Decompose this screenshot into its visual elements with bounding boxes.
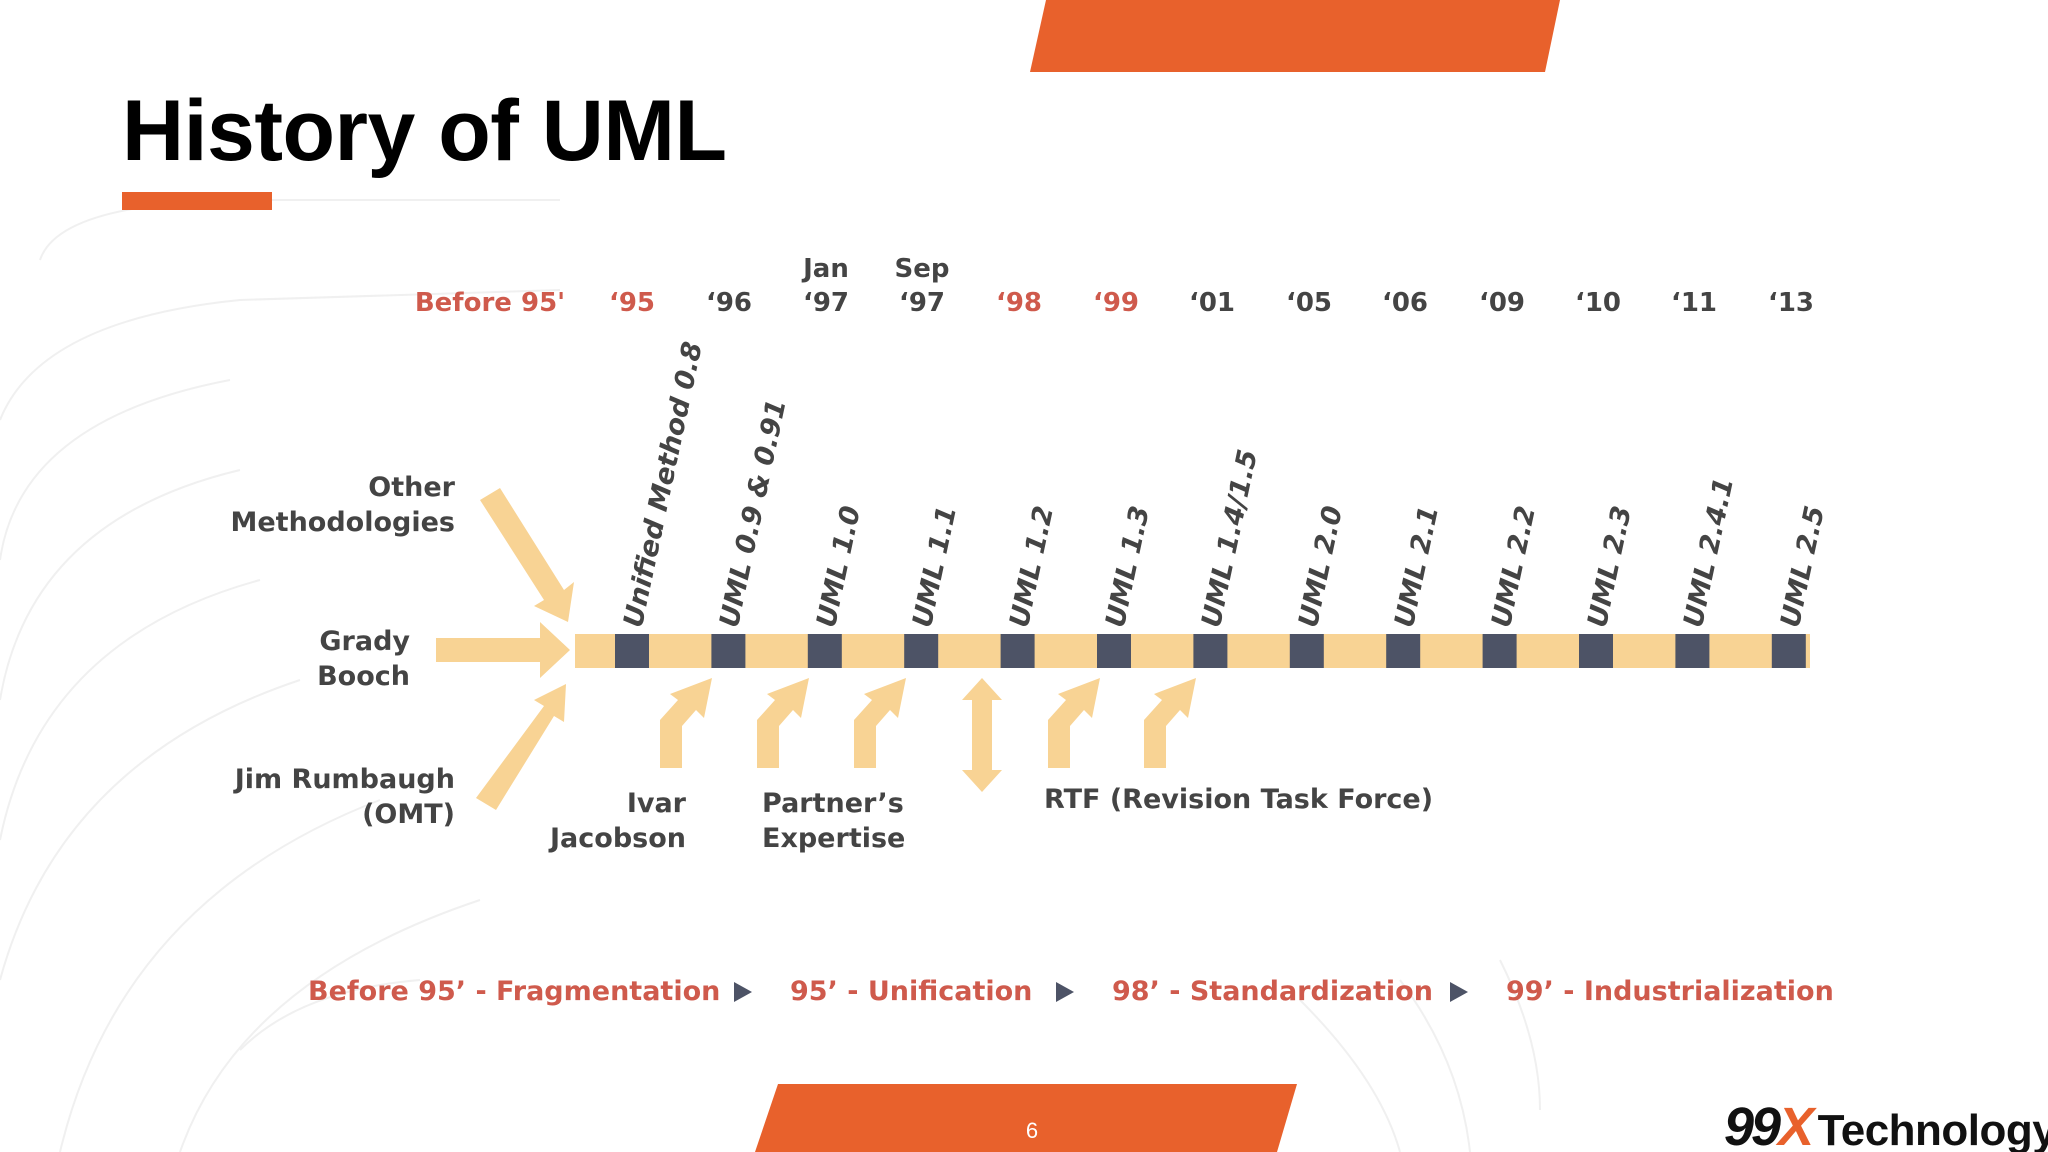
timeline-marker bbox=[1482, 634, 1517, 668]
year-label-line1: Sep bbox=[894, 254, 950, 284]
contribution-arrow bbox=[1144, 678, 1196, 768]
phase-arrow-2 bbox=[1056, 982, 1074, 1002]
contribution-arrow bbox=[854, 678, 906, 768]
year-label-line2: Before 95' bbox=[414, 288, 566, 318]
year-label-line1 bbox=[1751, 252, 1831, 286]
title-underline bbox=[122, 192, 272, 210]
timeline-bar bbox=[575, 634, 1810, 668]
grady-booch-label: Grady Booch bbox=[317, 626, 410, 692]
year-label-line2: ‘11 bbox=[1670, 288, 1718, 318]
year-label: ‘06 bbox=[1365, 252, 1445, 320]
timeline-marker bbox=[1771, 634, 1806, 668]
year-label: Sep ‘97 bbox=[882, 252, 962, 320]
arrow-grady-booch bbox=[436, 622, 570, 678]
year-label-line2: ‘96 bbox=[705, 288, 753, 318]
timeline-marker bbox=[1097, 634, 1131, 668]
phase-arrow-3 bbox=[1450, 982, 1468, 1002]
year-label-line2: ‘05 bbox=[1285, 288, 1333, 318]
year-label-line2: ‘01 bbox=[1188, 288, 1236, 318]
timeline-marker bbox=[1579, 634, 1613, 668]
jim-rumbaugh-label: Jim Rumbaugh (OMT) bbox=[234, 764, 455, 830]
year-label: Jan ‘97 bbox=[786, 252, 866, 320]
partners-expertise-label: Partner’s Expertise bbox=[762, 788, 906, 854]
timeline-marker bbox=[904, 634, 939, 668]
year-label: ‘99 bbox=[1076, 252, 1156, 320]
year-label-line2: ‘13 bbox=[1767, 288, 1815, 318]
arrow-jim-rumbaugh bbox=[476, 684, 566, 810]
page-number: 6 bbox=[1025, 1118, 1039, 1143]
timeline-marker bbox=[1289, 634, 1324, 668]
year-label-line1: Jan bbox=[803, 254, 849, 284]
year-label-line1 bbox=[1462, 252, 1542, 286]
year-label-line2: ‘97 bbox=[802, 288, 850, 318]
year-label-line2: ‘98 bbox=[995, 288, 1043, 318]
top-banner-shape bbox=[1030, 0, 1560, 72]
year-label: ‘96 bbox=[689, 252, 769, 320]
year-label-line1 bbox=[400, 252, 580, 286]
year-label: ‘98 bbox=[979, 252, 1059, 320]
contribution-arrow bbox=[660, 678, 712, 768]
year-label-line1 bbox=[1558, 252, 1638, 286]
rtf-label: RTF (Revision Task Force) bbox=[1044, 784, 1434, 815]
year-label-line1 bbox=[1172, 252, 1252, 286]
year-label-line1 bbox=[979, 252, 1059, 286]
year-label-line2: ‘95 bbox=[608, 288, 656, 318]
year-label: Before 95' bbox=[400, 252, 580, 320]
year-label-line2: ‘06 bbox=[1381, 288, 1429, 318]
timeline-marker bbox=[615, 634, 649, 668]
page-title: History of UML bbox=[122, 83, 727, 179]
year-label-line2: ‘99 bbox=[1092, 288, 1140, 318]
year-label: ‘01 bbox=[1172, 252, 1252, 320]
phase-standardization: 98’ - Standardization bbox=[1112, 976, 1433, 1007]
timeline-marker bbox=[1675, 634, 1710, 668]
logo-word: Technology bbox=[1817, 1106, 2048, 1152]
contribution-arrow bbox=[1048, 678, 1100, 768]
year-label: ‘13 bbox=[1751, 252, 1831, 320]
phase-industrialization: 99’ - Industrialization bbox=[1506, 976, 1834, 1007]
year-label: ‘95 bbox=[592, 252, 672, 320]
other-methodologies-label: Other Methodologies bbox=[230, 472, 455, 538]
year-label: ‘09 bbox=[1462, 252, 1542, 320]
phase-fragmentation: Before 95’ - Fragmentation bbox=[308, 976, 721, 1007]
timeline-marker bbox=[807, 634, 842, 668]
timeline-marker bbox=[1193, 634, 1228, 668]
year-label-line1 bbox=[1654, 252, 1734, 286]
timeline-marker bbox=[1000, 634, 1035, 668]
year-label-line1 bbox=[1269, 252, 1349, 286]
year-label-line2: ‘10 bbox=[1574, 288, 1622, 318]
bottom-banner-shape bbox=[755, 1084, 1297, 1152]
arrow-other-methodologies bbox=[480, 488, 574, 622]
year-label: ‘05 bbox=[1269, 252, 1349, 320]
timeline-marker bbox=[711, 634, 746, 668]
year-label-line1 bbox=[1365, 252, 1445, 286]
company-logo: 99XTechnology bbox=[1724, 1096, 2048, 1152]
logo-digits: 99 bbox=[1724, 1097, 1781, 1152]
phase-unification: 95’ - Unification bbox=[790, 976, 1033, 1007]
year-label: ‘11 bbox=[1654, 252, 1734, 320]
rtf-double-arrow bbox=[962, 678, 1002, 792]
year-label: ‘10 bbox=[1558, 252, 1638, 320]
year-label-line2: ‘09 bbox=[1478, 288, 1526, 318]
year-label-line1 bbox=[689, 252, 769, 286]
phase-arrow-1 bbox=[734, 982, 752, 1002]
timeline-marker bbox=[1386, 634, 1421, 668]
ivar-jacobson-label: Ivar Jacobson bbox=[550, 788, 686, 854]
year-label-line1 bbox=[1076, 252, 1156, 286]
contribution-arrow bbox=[757, 678, 809, 768]
year-label-line2: ‘97 bbox=[898, 288, 946, 318]
year-label-line1 bbox=[592, 252, 672, 286]
logo-x: X bbox=[1778, 1097, 1814, 1152]
